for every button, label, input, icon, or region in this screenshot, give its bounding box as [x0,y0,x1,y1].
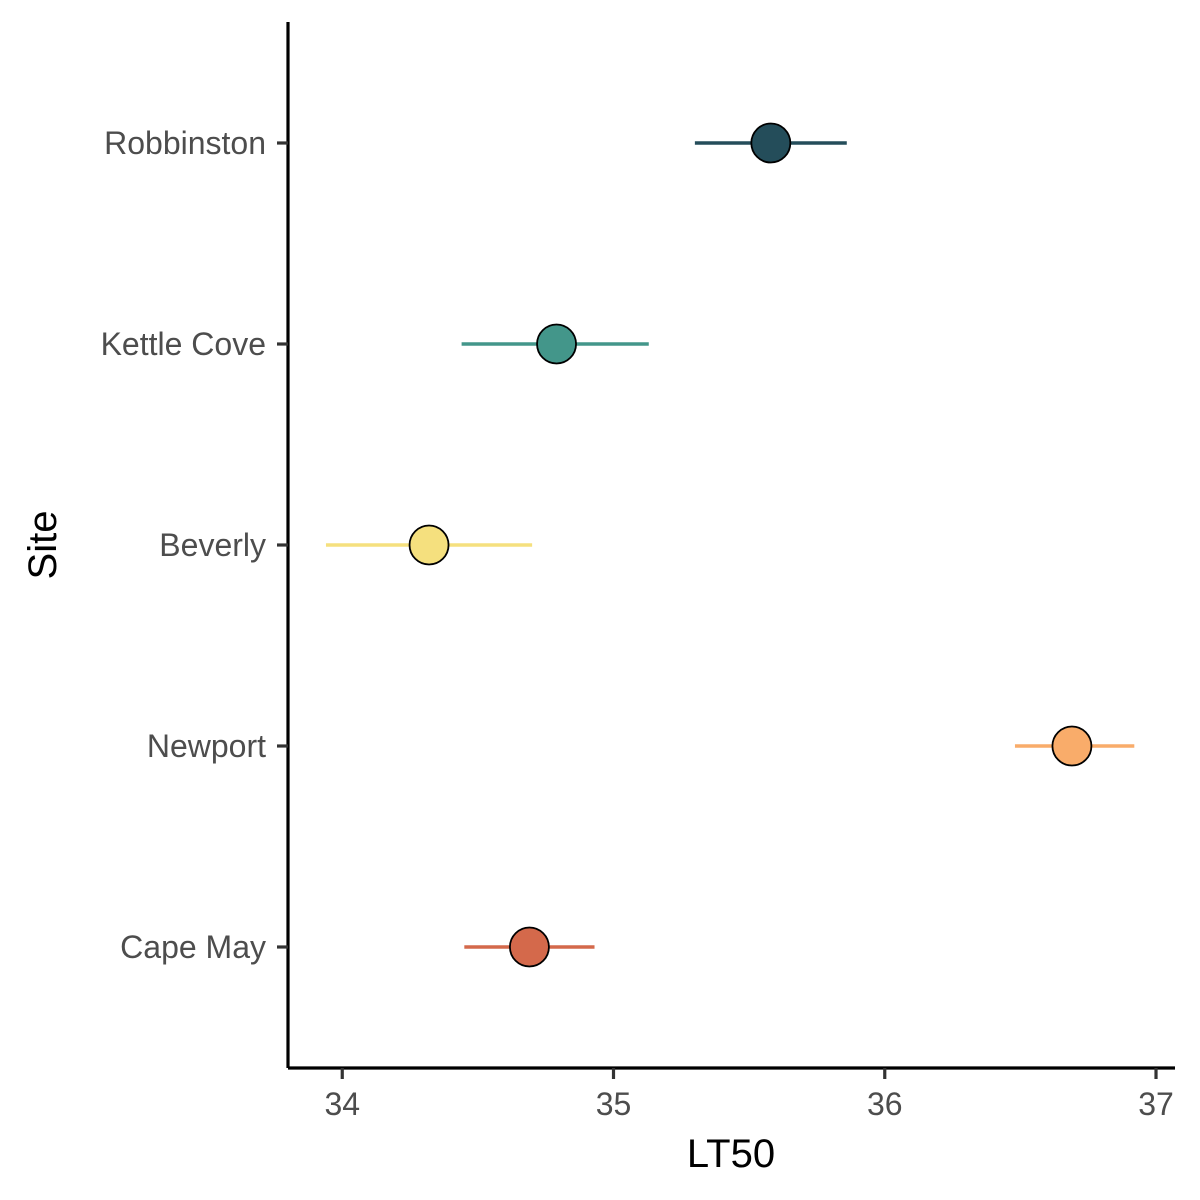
y-axis-ticks: Cape May Newport Beverly Kettle Cove Robbins… [101,125,288,965]
x-tick-label: 36 [867,1086,903,1122]
data-point [408,524,450,566]
x-axis-title: LT50 [687,1132,775,1176]
x-tick-label: 37 [1138,1086,1174,1122]
y-tick-label: Robbinston [104,125,266,161]
data-point [1051,725,1093,767]
data-marks [325,122,1135,968]
x-tick-label: 34 [324,1086,360,1122]
x-tick-label: 35 [596,1086,632,1122]
x-axis-ticks: 34 35 36 37 [324,1068,1174,1122]
y-tick-label: Cape May [120,929,266,965]
y-tick-label: Newport [147,728,266,764]
data-point [509,926,550,968]
y-axis-title: Site [21,511,65,580]
y-tick-label: Kettle Cove [101,326,266,362]
y-tick-label: Beverly [159,527,266,563]
data-point [750,122,792,164]
data-point [536,323,577,365]
